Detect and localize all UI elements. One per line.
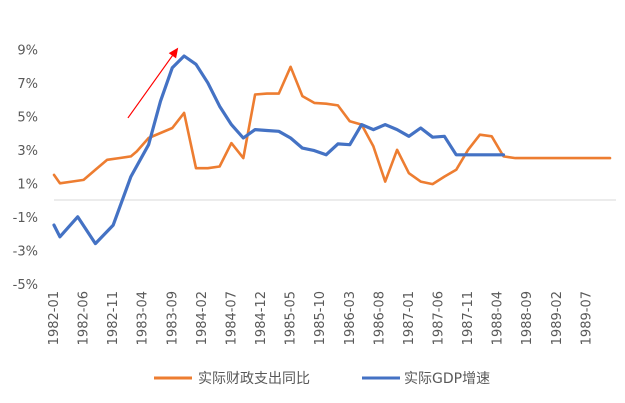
legend-label: 实际财政支出同比 xyxy=(198,371,310,387)
series-line-0 xyxy=(52,65,612,186)
y-tick-label: -3% xyxy=(13,244,38,259)
x-tick-label: 1984-07 xyxy=(224,291,239,345)
y-tick-label: 5% xyxy=(17,110,38,125)
x-tick-label: 1988-09 xyxy=(520,291,535,345)
annotations xyxy=(127,47,179,119)
x-tick-label: 1987-06 xyxy=(431,291,446,345)
x-axis-ticks: 1982-01 1982-06 1982-11 1983-04 1983-09 1984-… xyxy=(47,291,594,345)
x-tick-label: 1983-09 xyxy=(165,291,180,345)
x-tick-label: 1982-01 xyxy=(47,291,62,345)
y-tick-label: 9% xyxy=(17,43,38,58)
x-tick-label: 1988-04 xyxy=(491,291,506,345)
y-axis-ticks: -5% -3% -1% 1% 3% 5% 7% 9% xyxy=(13,43,38,293)
series-line-1 xyxy=(52,54,506,246)
trend-arrow xyxy=(127,47,179,119)
x-tick-label: 1985-10 xyxy=(313,291,328,345)
x-tick-label: 1982-11 xyxy=(106,291,121,345)
x-tick-label: 1987-11 xyxy=(461,291,476,345)
x-tick-label: 1983-04 xyxy=(136,291,151,345)
y-tick-label: 7% xyxy=(17,77,38,92)
legend-item-1: 实际GDP增速 xyxy=(362,371,490,387)
x-tick-label: 1989-02 xyxy=(550,291,565,345)
legend: 实际财政支出同比 实际GDP增速 xyxy=(154,371,490,387)
x-tick-label: 1989-07 xyxy=(579,291,594,345)
x-tick-label: 1986-08 xyxy=(372,291,387,345)
legend-item-0: 实际财政支出同比 xyxy=(154,371,310,387)
legend-label: 实际GDP增速 xyxy=(404,371,490,387)
y-tick-label: -1% xyxy=(13,211,38,226)
x-tick-label: 1984-02 xyxy=(195,291,210,345)
y-tick-label: -5% xyxy=(13,278,38,293)
x-tick-label: 1982-06 xyxy=(77,291,92,345)
x-tick-label: 1985-05 xyxy=(284,291,299,345)
x-tick-label: 1984-12 xyxy=(254,291,269,345)
x-tick-label: 1986-03 xyxy=(343,291,358,345)
y-tick-label: 3% xyxy=(17,144,38,159)
x-tick-label: 1987-01 xyxy=(402,291,417,345)
y-tick-label: 1% xyxy=(17,177,38,192)
series-group xyxy=(52,54,612,246)
